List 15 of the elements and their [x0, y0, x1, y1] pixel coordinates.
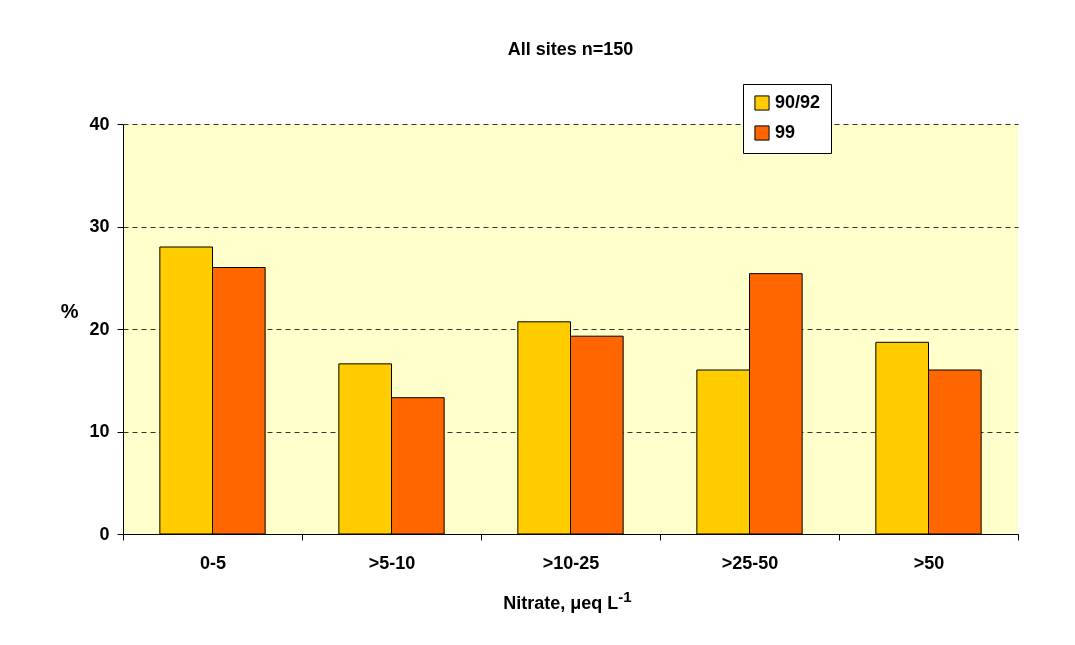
y-tick-label: 30	[89, 216, 110, 236]
y-tick-label: 40	[89, 113, 110, 134]
legend-label: 99	[775, 122, 796, 142]
y-tick-label: 20	[89, 318, 110, 339]
y-tick-label: 10	[89, 421, 110, 441]
chart-title: All sites n=150	[507, 38, 634, 59]
x-tick-label: >50	[913, 552, 945, 573]
x-tick-label: 0-5	[199, 552, 227, 573]
x-tick-label: >25-50	[721, 552, 779, 573]
x-tick-label: >5-10	[368, 552, 416, 573]
x-tick-label: >10-25	[542, 552, 600, 573]
y-tick-label: 0	[99, 523, 110, 544]
legend-label: 90/92	[775, 92, 821, 112]
x-axis-title: Nitrate, μeq L$^{-1}$	[502, 588, 633, 614]
y-axis-title: %	[60, 299, 79, 322]
